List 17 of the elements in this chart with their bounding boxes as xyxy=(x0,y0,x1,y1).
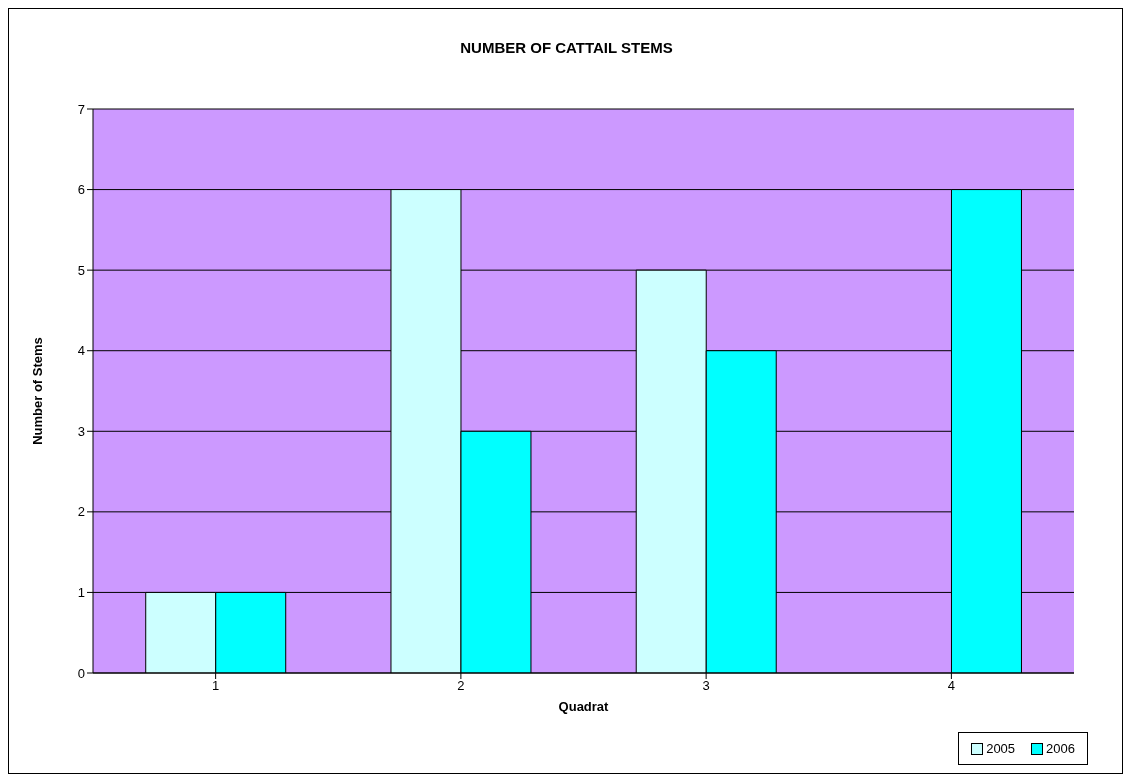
x-tick-label: 1 xyxy=(212,678,220,694)
y-tick-label: 0 xyxy=(77,665,85,681)
y-tick-label: 7 xyxy=(77,101,85,117)
legend-label: 2006 xyxy=(1046,741,1075,756)
x-tick-label: 2 xyxy=(457,678,465,694)
y-axis-title: Number of Stems xyxy=(29,337,45,445)
x-axis-title: Quadrat xyxy=(558,699,610,714)
y-tick-label: 1 xyxy=(77,585,85,601)
x-tick-label: 4 xyxy=(947,678,955,694)
x-tick-label: 3 xyxy=(702,678,710,694)
y-tick-label: 2 xyxy=(77,504,85,520)
y-tick-label: 3 xyxy=(77,423,85,439)
y-tick-label: 5 xyxy=(77,262,85,278)
y-tick-label: 4 xyxy=(77,343,85,359)
legend-label: 2005 xyxy=(986,741,1016,756)
y-tick-label: 6 xyxy=(77,182,85,198)
chart-title: NUMBER OF CATTAIL STEMS xyxy=(459,39,674,56)
